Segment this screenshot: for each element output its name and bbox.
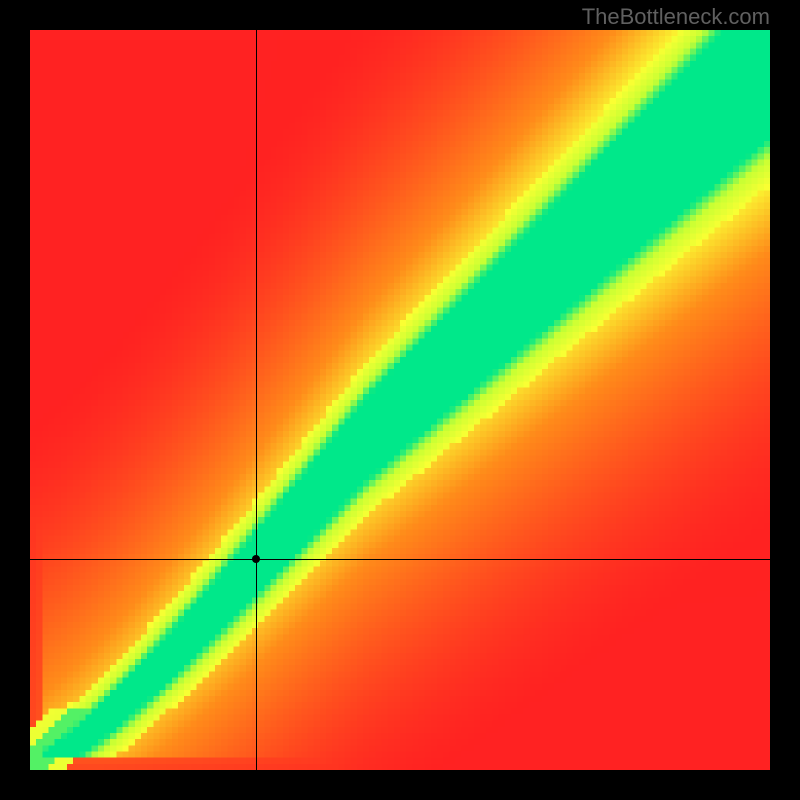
crosshair-horizontal [30, 559, 770, 560]
selection-marker [252, 555, 260, 563]
heatmap-canvas [30, 30, 770, 770]
watermark-text: TheBottleneck.com [582, 4, 770, 30]
crosshair-vertical [256, 30, 257, 770]
bottleneck-heatmap [30, 30, 770, 770]
